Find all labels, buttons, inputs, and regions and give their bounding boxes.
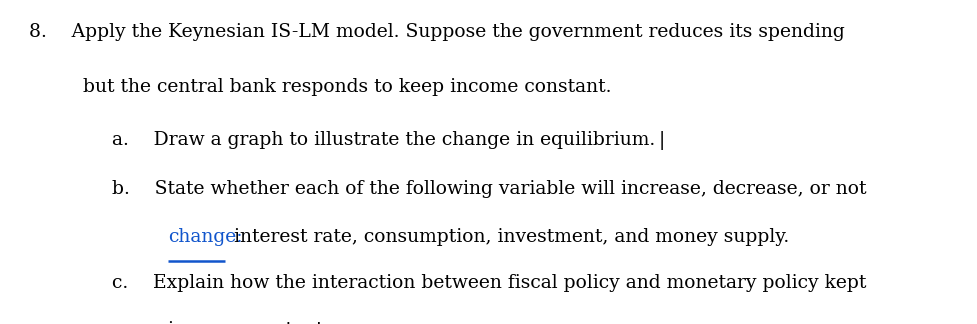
Text: income constant.: income constant.: [168, 321, 329, 324]
Text: c.  Explain how the interaction between fiscal policy and monetary policy kept: c. Explain how the interaction between f…: [112, 274, 866, 292]
Text: but the central bank responds to keep income constant.: but the central bank responds to keep in…: [83, 78, 611, 96]
Text: change:: change:: [168, 228, 242, 247]
Text: 8.  Apply the Keynesian IS-LM model. Suppose the government reduces its spending: 8. Apply the Keynesian IS-LM model. Supp…: [29, 23, 844, 41]
Text: interest rate, consumption, investment, and money supply.: interest rate, consumption, investment, …: [228, 228, 788, 247]
Text: b.  State whether each of the following variable will increase, decrease, or not: b. State whether each of the following v…: [112, 180, 866, 198]
Text: a.  Draw a graph to illustrate the change in equilibrium. |: a. Draw a graph to illustrate the change…: [112, 131, 665, 150]
